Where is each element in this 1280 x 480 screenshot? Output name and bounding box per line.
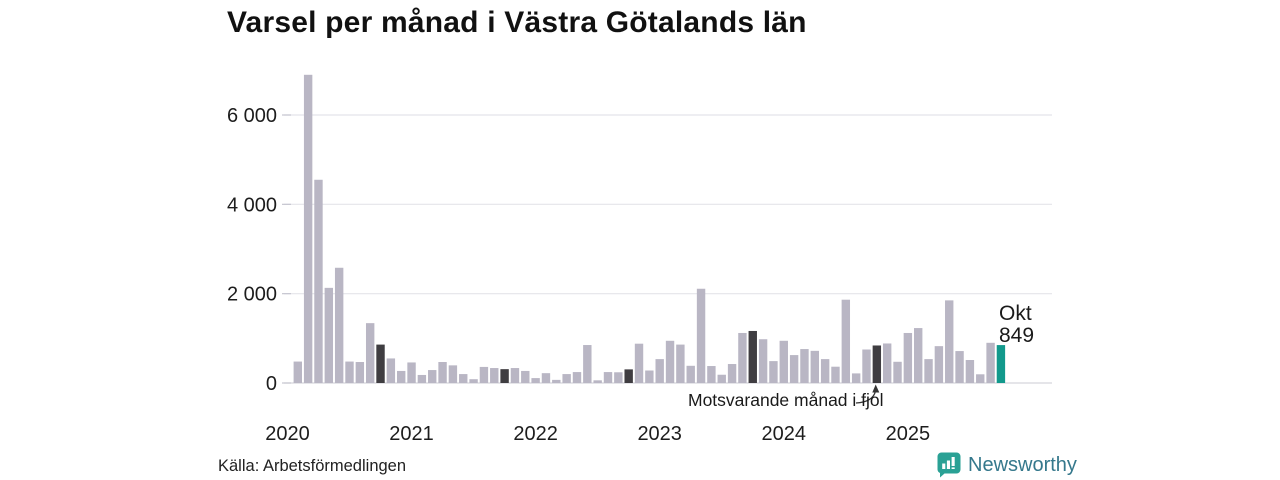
bar-sep-2022 xyxy=(614,372,623,383)
latest-value-label: Okt 849 xyxy=(999,303,1034,347)
bar-sep-2020 xyxy=(365,323,375,383)
bar-nov-2024 xyxy=(882,343,892,383)
bar-apr-2020 xyxy=(314,179,323,383)
bar-apr-2024 xyxy=(810,350,819,383)
y-tick-label-2000: 2 000 xyxy=(227,284,277,306)
bar-apr-2025 xyxy=(934,346,944,383)
bar-aug-2022 xyxy=(603,372,613,383)
bar-mar-2022 xyxy=(552,379,561,383)
bar-apr-2023 xyxy=(686,365,695,383)
bar-okt-2022 xyxy=(624,369,633,383)
bar-dec-2024 xyxy=(893,361,902,383)
fjol-annotation-label: Motsvarande månad i fjol xyxy=(688,390,884,410)
bar-aug-2023 xyxy=(727,364,737,383)
bar-aug-2020 xyxy=(355,362,365,383)
bar-dec-2021 xyxy=(521,370,530,383)
bar-maj-2025 xyxy=(945,300,954,383)
bar-maj-2024 xyxy=(820,359,830,383)
bar-nov-2020 xyxy=(386,358,396,383)
bar-jan-2025 xyxy=(903,332,913,383)
bar-okt-2023 xyxy=(748,330,757,383)
bar-nov-2023 xyxy=(758,339,768,383)
bar-jun-2021 xyxy=(459,374,468,383)
bar-mar-2020 xyxy=(303,74,313,384)
x-tick-label-2025: 2025 xyxy=(886,423,931,445)
fjol-annotation-arrow xyxy=(855,390,877,404)
bar-jul-2025 xyxy=(965,360,975,383)
bar-jun-2024 xyxy=(831,366,840,383)
bar-maj-2020 xyxy=(324,287,334,383)
page-title: Varsel per månad i Västra Götalands län xyxy=(227,6,807,39)
logo-bar-2 xyxy=(946,460,950,469)
bar-okt-2025 xyxy=(996,345,1006,383)
x-tick-label-2024: 2024 xyxy=(762,423,807,445)
logo-bar-1 xyxy=(942,463,946,469)
bar-jun-2023 xyxy=(707,366,716,383)
bar-jan-2024 xyxy=(779,340,788,383)
bar-maj-2022 xyxy=(572,372,582,383)
logo-exclamation-dot xyxy=(951,467,955,469)
newsworthy-brand: Newsworthy xyxy=(937,452,1077,478)
bar-mar-2021 xyxy=(428,370,437,383)
bar-jun-2020 xyxy=(334,267,344,383)
bar-aug-2021 xyxy=(479,366,489,383)
bar-feb-2024 xyxy=(789,355,799,383)
bar-sep-2024 xyxy=(862,349,871,383)
bar-aug-2024 xyxy=(851,373,861,383)
bar-feb-2020 xyxy=(293,361,302,383)
bar-dec-2022 xyxy=(645,370,654,383)
bar-feb-2025 xyxy=(914,328,923,383)
bar-aug-2025 xyxy=(976,374,985,383)
bar-nov-2022 xyxy=(634,343,644,383)
bar-jan-2021 xyxy=(407,362,416,383)
bar-mar-2025 xyxy=(924,359,933,383)
bar-sep-2025 xyxy=(986,342,995,383)
bar-jul-2021 xyxy=(469,379,478,383)
source-credit: Källa: Arbetsförmedlingen xyxy=(218,457,407,475)
bar-sep-2021 xyxy=(490,368,499,383)
bar-mar-2023 xyxy=(676,344,685,383)
bar-apr-2021 xyxy=(438,362,447,383)
bar-okt-2024 xyxy=(872,345,882,383)
x-tick-label-2021: 2021 xyxy=(389,423,434,445)
x-tick-label-2020: 2020 xyxy=(265,423,310,445)
bar-jul-2020 xyxy=(345,361,354,383)
bar-dec-2020 xyxy=(397,370,406,383)
bar-mar-2024 xyxy=(800,349,809,383)
bar-feb-2021 xyxy=(417,374,427,383)
bar-dec-2023 xyxy=(769,361,778,383)
latest-month: Okt xyxy=(999,302,1032,325)
y-tick-label-4000: 4 000 xyxy=(227,194,277,216)
bar-jul-2024 xyxy=(841,299,851,383)
bar-jan-2023 xyxy=(655,359,664,383)
y-tick-label-6000: 6 000 xyxy=(227,105,277,127)
bar-jul-2023 xyxy=(717,374,726,383)
bar-jun-2022 xyxy=(583,345,592,383)
newsworthy-logo-icon xyxy=(937,452,961,478)
bar-apr-2022 xyxy=(562,374,571,383)
fjol-annotation-arrowhead xyxy=(872,384,880,393)
bar-okt-2021 xyxy=(500,369,509,383)
x-tick-label-2022: 2022 xyxy=(513,423,558,445)
bar-jul-2022 xyxy=(593,380,602,383)
brand-name: Newsworthy xyxy=(968,453,1077,476)
bar-jun-2025 xyxy=(955,351,964,383)
bar-nov-2021 xyxy=(510,368,520,383)
latest-value: 849 xyxy=(999,324,1035,347)
bar-feb-2023 xyxy=(665,340,675,383)
bar-maj-2023 xyxy=(696,288,706,383)
logo-exclamation-stem xyxy=(951,457,955,466)
bar-maj-2021 xyxy=(448,365,458,383)
x-tick-label-2023: 2023 xyxy=(637,423,682,445)
bar-okt-2020 xyxy=(376,344,385,383)
y-tick-label-0: 0 xyxy=(266,373,277,395)
bar-feb-2022 xyxy=(541,373,551,383)
bar-jan-2022 xyxy=(531,378,540,383)
bar-sep-2023 xyxy=(738,332,747,383)
